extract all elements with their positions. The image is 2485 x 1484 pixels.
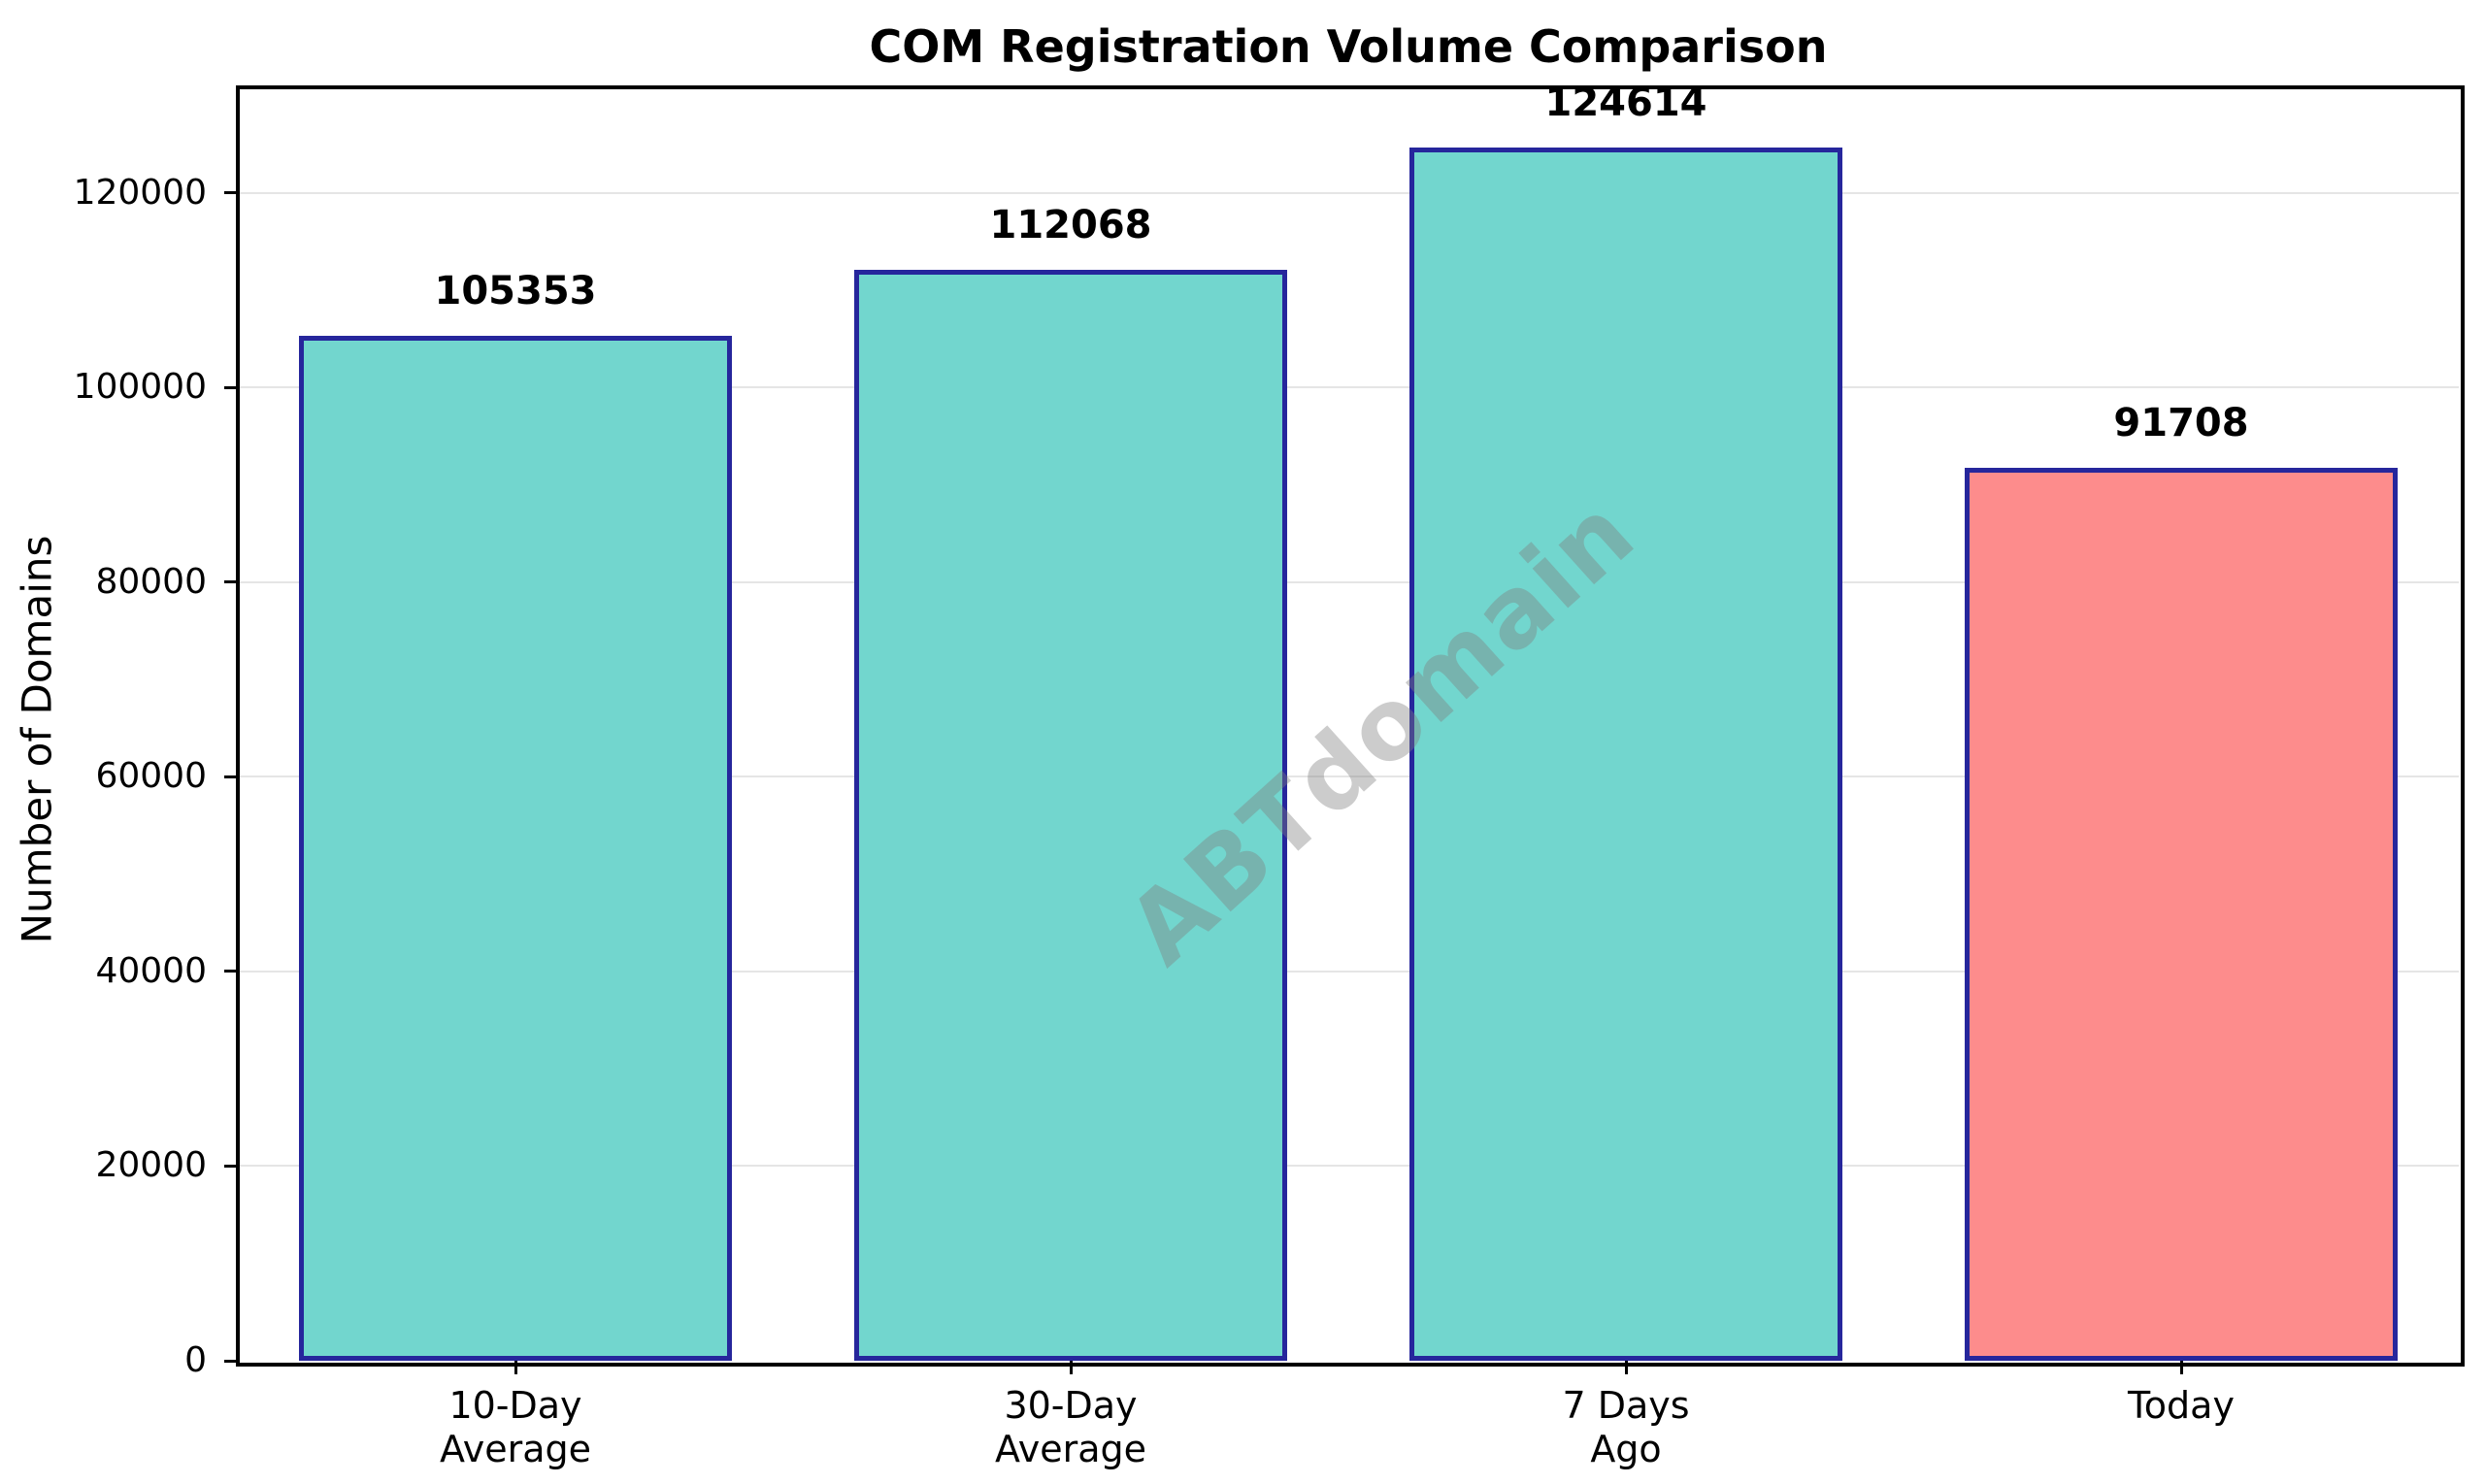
y-tick-mark <box>224 970 238 973</box>
bar-7-days-ago <box>1409 148 1842 1361</box>
y-tick-label: 100000 <box>73 367 207 407</box>
bar-value-label: 91708 <box>2113 401 2249 445</box>
x-tick-label-line: Today <box>2128 1384 2235 1427</box>
y-tick-mark <box>224 191 238 194</box>
x-tick-label-line: Average <box>439 1428 592 1470</box>
y-tick-label: 40000 <box>95 951 207 991</box>
x-tick-label-line: Average <box>994 1428 1147 1470</box>
x-tick-label-line: 30-Day <box>1004 1384 1138 1427</box>
gridline <box>238 191 2459 194</box>
bar-value-label: 112068 <box>989 203 1152 247</box>
gridline <box>238 1165 2459 1168</box>
y-tick-mark <box>224 775 238 778</box>
x-tick-mark <box>2180 1361 2183 1374</box>
bar-30-day-average <box>854 270 1287 1361</box>
bar-value-label: 105353 <box>434 269 597 313</box>
y-tick-label: 120000 <box>73 173 207 213</box>
chart-title: COM Registration Volume Comparison <box>869 20 1828 73</box>
gridline <box>238 580 2459 583</box>
bar-today <box>1965 468 2398 1361</box>
x-tick-mark <box>1070 1361 1073 1374</box>
y-tick-mark <box>224 1165 238 1168</box>
x-tick-label-line: 7 Days <box>1562 1384 1690 1427</box>
x-tick-label-line: Ago <box>1590 1428 1662 1470</box>
x-tick-label-line: 10-Day <box>448 1384 582 1427</box>
plot-area: ABTdomain 105353 112068 124614 91708 <box>238 83 2459 1361</box>
x-tick-label: 7 Days Ago <box>1432 1384 1820 1471</box>
gridline <box>238 970 2459 973</box>
y-tick-mark <box>224 580 238 583</box>
y-tick-mark <box>224 386 238 389</box>
y-tick-label: 80000 <box>95 562 207 602</box>
x-tick-label: 30-Day Average <box>877 1384 1265 1471</box>
gridline <box>238 386 2459 389</box>
bar-value-label: 124614 <box>1544 81 1707 125</box>
x-tick-mark <box>1625 1361 1628 1374</box>
x-tick-mark <box>514 1361 517 1374</box>
y-tick-label: 20000 <box>95 1145 207 1185</box>
y-tick-mark <box>224 1360 238 1363</box>
gridline <box>238 775 2459 778</box>
x-tick-label: Today <box>1987 1384 2375 1428</box>
y-tick-label: 0 <box>184 1340 207 1380</box>
bar-10-day-average <box>299 336 732 1361</box>
y-tick-label: 60000 <box>95 756 207 796</box>
x-tick-label: 10-Day Average <box>321 1384 710 1471</box>
